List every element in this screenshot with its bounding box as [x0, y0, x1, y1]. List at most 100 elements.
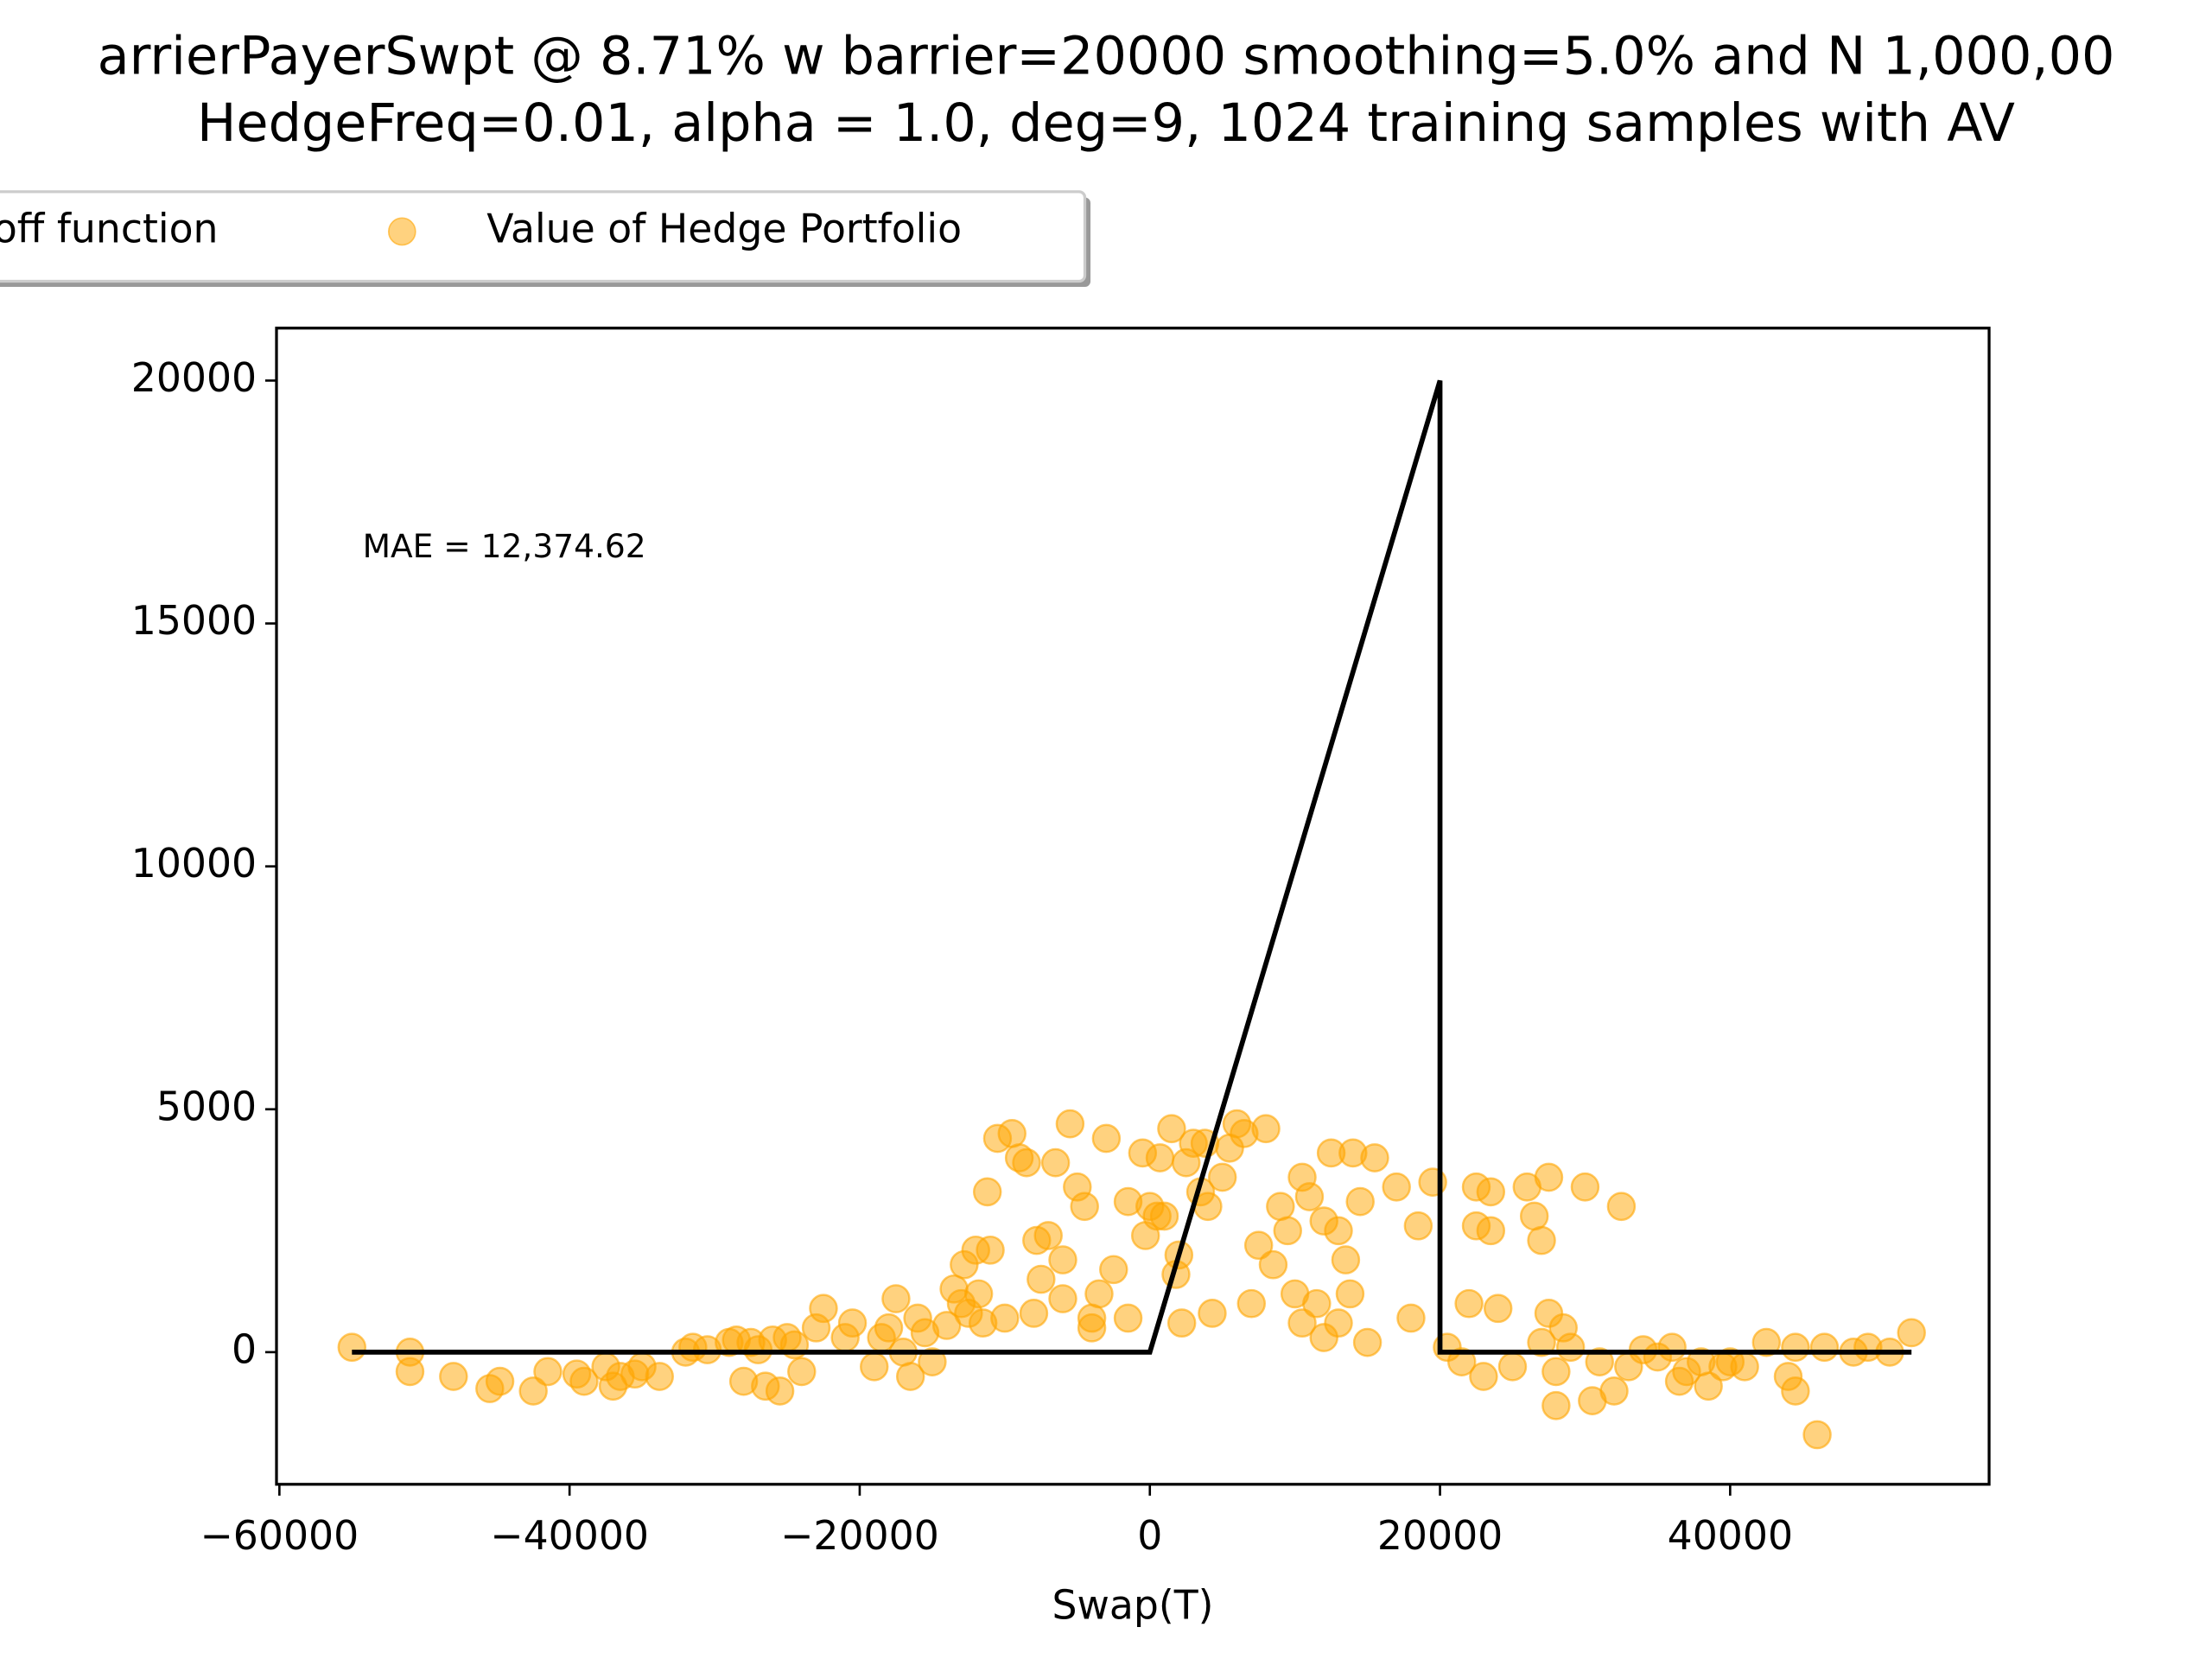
- scatter-point: [1294, 1182, 1325, 1211]
- scatter-point: [1527, 1327, 1556, 1357]
- scatter-point: [1809, 1332, 1840, 1363]
- scatter-point: [1360, 1143, 1389, 1173]
- scatter-point: [1476, 1216, 1506, 1246]
- scatter-point: [963, 1279, 994, 1309]
- scatter-point: [1534, 1162, 1564, 1192]
- payoff-line: [352, 379, 1912, 1355]
- scatter-point: [1527, 1225, 1556, 1255]
- scatter-point: [997, 1119, 1027, 1148]
- scatter-point: [1077, 1303, 1107, 1333]
- chart-title: arrierPayerSwpt @ 8.71% w barrier=20000 …: [98, 27, 2115, 87]
- scatter-point: [1251, 1114, 1281, 1144]
- scatter-point: [569, 1366, 599, 1396]
- scatter-point: [1606, 1192, 1637, 1222]
- scatter-point: [533, 1357, 563, 1387]
- scatter-point: [1382, 1172, 1411, 1202]
- scatter-point: [1497, 1351, 1528, 1382]
- y-tick-label: 0: [232, 1325, 257, 1372]
- x-tick-label: 40000: [1668, 1512, 1793, 1559]
- x-axis-label: Swap(T): [1052, 1581, 1214, 1628]
- scatter-point: [645, 1362, 674, 1391]
- scatter-point: [337, 1332, 367, 1363]
- scatter-point: [976, 1235, 1005, 1265]
- scatter-point: [1335, 1279, 1365, 1309]
- scatter-point: [765, 1376, 795, 1406]
- scatter-point: [1048, 1245, 1077, 1274]
- scatter-point: [1541, 1357, 1571, 1387]
- scatter-point: [1207, 1162, 1237, 1192]
- scatter-point: [1019, 1299, 1049, 1328]
- scatter-point: [1302, 1288, 1332, 1319]
- x-tick-label: −20000: [780, 1512, 939, 1559]
- scatter-point: [787, 1357, 817, 1387]
- scatter-point: [1781, 1332, 1810, 1363]
- scatter-point: [1099, 1255, 1128, 1285]
- scatter-point: [1091, 1123, 1122, 1154]
- scatter-point: [485, 1366, 515, 1396]
- scatter-point: [1403, 1211, 1433, 1241]
- legend: [0, 190, 1087, 283]
- annotation: MAE = 12,374.62: [363, 527, 646, 565]
- scatter-point: [1055, 1109, 1085, 1139]
- scatter-point: [1149, 1201, 1179, 1231]
- scatter-point: [1198, 1299, 1227, 1328]
- scatter-point: [918, 1347, 947, 1376]
- scatter-point: [1541, 1390, 1571, 1421]
- scatter-point: [1331, 1245, 1361, 1274]
- scatter-point: [931, 1311, 962, 1340]
- scatter-point: [895, 1362, 925, 1391]
- scatter-point: [1781, 1376, 1810, 1406]
- scatter-point: [1287, 1308, 1317, 1338]
- scatter-point: [1266, 1192, 1295, 1222]
- legend-label: off function: [0, 205, 219, 251]
- scatter-point: [395, 1357, 425, 1387]
- y-tick-label: 20000: [131, 354, 257, 401]
- scatter-point: [1040, 1147, 1071, 1178]
- scatter-point: [837, 1308, 868, 1338]
- y-tick-label: 5000: [156, 1083, 257, 1129]
- scatter-point: [1585, 1347, 1614, 1376]
- scatter-point: [809, 1294, 838, 1324]
- scatter-point: [860, 1351, 889, 1382]
- scatter-point: [1324, 1216, 1353, 1246]
- scatter-point: [1802, 1420, 1832, 1450]
- scatter-point: [1446, 1347, 1477, 1376]
- y-tick-label: 10000: [131, 840, 257, 887]
- scatter-point: [1454, 1288, 1484, 1319]
- scatter-point: [1657, 1332, 1687, 1363]
- legend-swatch: [387, 217, 416, 246]
- scatter-point: [972, 1177, 1002, 1207]
- x-tick-label: 20000: [1377, 1512, 1503, 1559]
- scatter-point: [1012, 1147, 1041, 1178]
- scatter-point: [1555, 1332, 1586, 1363]
- scatter-point: [1070, 1192, 1099, 1222]
- scatter-point: [881, 1284, 911, 1313]
- scatter-point: [1483, 1294, 1513, 1324]
- plot-frame: [275, 327, 1991, 1486]
- scatter-point: [1476, 1177, 1506, 1207]
- scatter-point: [1084, 1279, 1114, 1309]
- scatter-point: [1048, 1284, 1077, 1313]
- scatter-point: [1694, 1371, 1723, 1402]
- scatter-point: [1570, 1172, 1600, 1202]
- scatter-point: [1166, 1308, 1197, 1338]
- scatter-point: [1897, 1318, 1926, 1348]
- x-tick-label: −40000: [490, 1512, 649, 1559]
- scatter-point: [1352, 1327, 1382, 1357]
- chart-subtitle: HedgeFreq=0.01, alpha = 1.0, deg=9, 1024…: [197, 93, 2015, 154]
- scatter-point: [518, 1376, 548, 1406]
- scatter-point: [1599, 1376, 1629, 1406]
- scatter-point: [1730, 1351, 1759, 1382]
- x-tick-label: 0: [1137, 1512, 1162, 1559]
- scatter-point: [439, 1362, 468, 1391]
- scatter-point: [1324, 1308, 1353, 1338]
- scatter-point: [1519, 1201, 1549, 1231]
- legend-label: Value of Hedge Portfolio: [486, 205, 962, 251]
- scatter-point: [1157, 1114, 1186, 1144]
- scatter-point: [1258, 1249, 1288, 1280]
- y-tick-label: 15000: [131, 597, 257, 644]
- scatter-point: [1113, 1303, 1143, 1333]
- scatter-point: [1469, 1362, 1498, 1391]
